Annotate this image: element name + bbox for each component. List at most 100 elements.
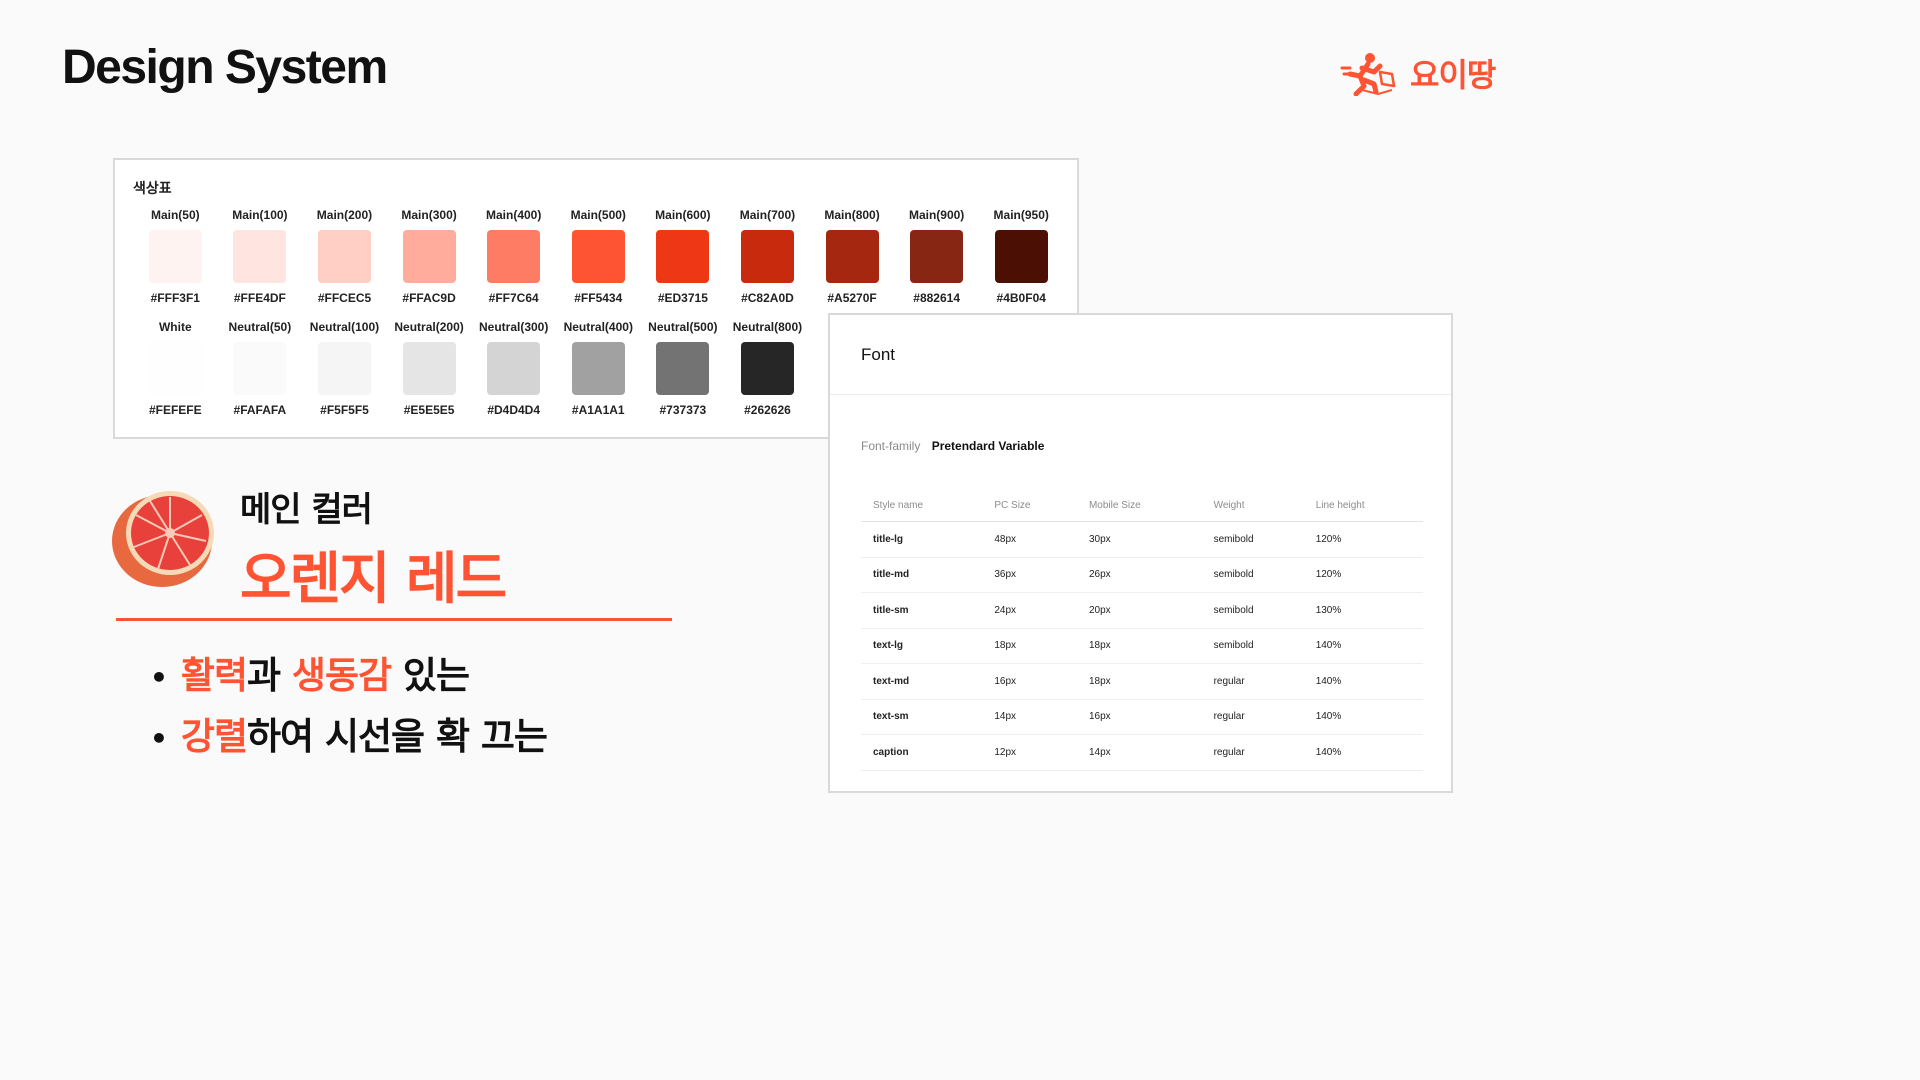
color-swatch: Main(400) #FF7C64 [471,208,556,305]
color-chip [487,230,541,283]
col-pc-size-cell: 18px [982,628,1077,664]
font-family-row: Font-family Pretendard Variable [861,439,1044,453]
divider [116,618,672,621]
color-chip [402,230,456,283]
col-mobile-size-cell: 18px [1076,663,1202,700]
col-line-height-cell: 130% [1303,592,1423,629]
color-chip [148,342,202,395]
bullet-accent-text: 생동감 [291,654,392,697]
color-chip [148,230,202,283]
table-row: title-md 36px 26px semibold 120% [861,557,1423,593]
font-card-title: Font [861,345,896,364]
main-color-row: Main(50) #FFF3F1 Main(100) #FFE4DF Main(200)… [133,208,1064,305]
swatch-name: Main(700) [739,208,796,222]
swatch-name: Main(500) [570,208,626,222]
color-swatch: Main(700) #C82A0D [725,208,810,305]
bullet-text: 하여 시선을 확 끄는 [247,715,548,758]
table-row: caption 12px 14px regular 140% [861,734,1423,771]
swatch-name: White [158,320,192,334]
table-row: title-sm 24px 20px semibold 130% [861,592,1423,629]
swatch-name: Neutral(50) [228,320,292,334]
swatch-hex: #FFAC9D [402,291,456,305]
col-weight-cell: regular [1201,699,1304,735]
color-chip [233,230,287,283]
bullet-accent-text: 활력 [180,654,248,697]
col-pc-size-cell: 36px [982,557,1077,593]
swatch-name: Neutral(300) [478,320,549,334]
color-chip [910,230,964,283]
col-line-height-cell: 120% [1303,557,1423,593]
col-line-height-cell: 140% [1303,699,1423,735]
col-line-height-cell: 120% [1303,521,1423,558]
color-swatch: Neutral(300) #D4D4D4 [471,320,556,417]
color-swatch: White #FEFEFE [133,320,218,417]
col-weight-cell: semibold [1201,521,1304,558]
grapefruit-image [112,491,214,587]
swatch-hex: #FEFEFE [148,403,202,417]
color-swatch: Neutral(200) #E5E5E5 [387,320,472,417]
col-line-height-cell: 140% [1303,734,1423,771]
color-chip [740,342,794,395]
color-swatch: Neutral(50) #FAFAFA [218,320,303,417]
bullet-text: 있는 [391,654,470,697]
bullet-dot: • [150,661,168,694]
col-pc-size-cell: 12px [982,734,1077,771]
col-pc-size-cell: 48px [982,521,1077,558]
swatch-hex: #4B0F04 [996,291,1046,305]
color-swatch: Main(500) #FF5434 [556,208,641,305]
table-row: title-lg 48px 30px semibold 120% [861,521,1423,558]
swatch-hex: #FFE4DF [233,291,286,305]
color-swatch: Neutral(100) #F5F5F5 [302,320,387,417]
col-line-height-header: Line height [1303,489,1423,522]
col-mobile-size-cell: 20px [1076,592,1202,629]
swatch-hex: #E5E5E5 [403,403,455,417]
swatch-name: Neutral(800) [732,320,803,334]
color-chip [233,342,287,395]
page-title: Design System [62,41,388,94]
col-style-name-cell: title-md [861,557,983,593]
swatch-hex: #FAFAFA [233,403,287,417]
color-chip [317,342,371,395]
color-chip [317,230,371,283]
font-card: Font Font-family Pretendard Variable Sty… [828,313,1453,793]
color-swatch: Main(50) #FFF3F1 [133,208,218,305]
color-swatch: Main(900) #882614 [894,208,979,305]
swatch-hex: #C82A0D [741,291,794,305]
swatch-name: Neutral(100) [309,320,380,334]
bullet-accent-text: 강렬 [180,715,248,758]
col-line-height-cell: 140% [1303,628,1423,664]
bullet-item: • 강렬하여 시선을 확 끄는 [150,706,548,760]
swatch-hex: #262626 [744,403,791,417]
color-swatch: Main(300) #FFAC9D [387,208,472,305]
swatch-hex: #FFCEC5 [317,291,372,305]
swatch-hex: #FFF3F1 [150,291,200,305]
col-mobile-size-header: Mobile Size [1076,489,1202,522]
swatch-hex: #737373 [659,403,707,417]
bullet-text: 과 [247,654,292,697]
swatch-hex: #882614 [913,291,960,305]
swatch-name: Neutral(500) [648,320,718,334]
color-chip [740,230,794,283]
color-palette-card: 색상표 Main(50) #FFF3F1 Main(100) #FFE4DF Main(… [113,158,1079,439]
logo-text: 요이땅 [1410,56,1496,94]
col-mobile-size-cell: 26px [1076,557,1202,593]
color-chip [402,342,456,395]
col-pc-size-cell: 16px [982,663,1077,700]
col-mobile-size-cell: 16px [1076,699,1202,735]
swatch-name: Main(200) [316,208,373,222]
swatch-name: Main(600) [655,208,711,222]
palette-title: 색상표 [133,181,172,197]
col-pc-size-header: PC Size [982,489,1077,522]
swatch-hex: #F5F5F5 [320,403,369,417]
swatch-name: Main(400) [485,208,542,222]
swatch-name: Main(900) [908,208,965,222]
swatch-name: Main(50) [150,208,200,222]
swatch-hex: #FF5434 [574,291,623,305]
swatch-name: Main(100) [232,208,288,222]
col-mobile-size-cell: 14px [1076,734,1202,771]
color-chip [571,230,625,283]
neutral-color-row: White #FEFEFE Neutral(50) #FAFAFA Neutral(10… [133,320,810,417]
color-swatch: Main(200) #FFCEC5 [302,208,387,305]
color-chip [994,230,1048,283]
col-weight-cell: semibold [1201,557,1304,593]
